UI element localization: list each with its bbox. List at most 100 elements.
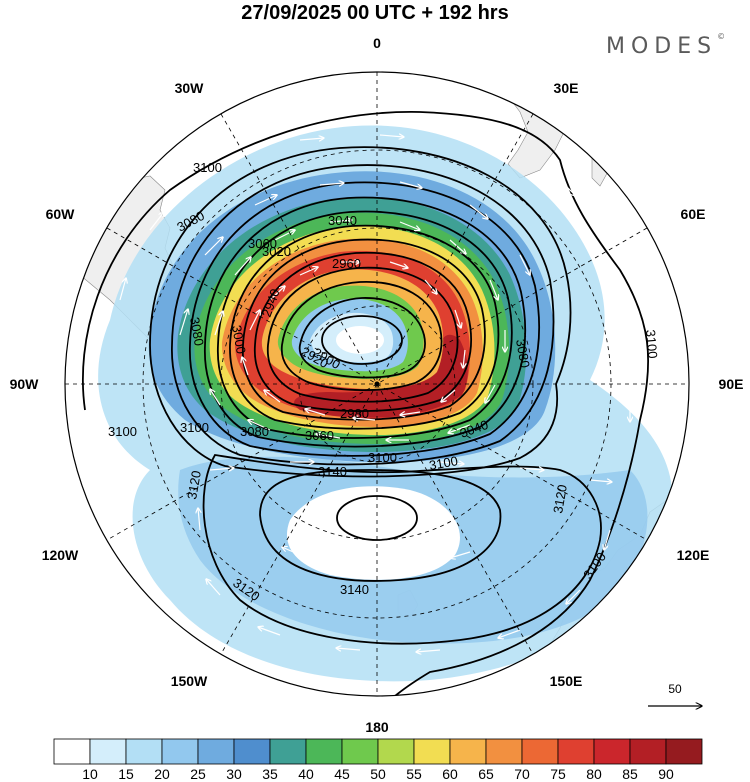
copyright-mark: ©: [717, 32, 726, 41]
wind-arrow: [249, 310, 260, 331]
contour-2900: [298, 297, 426, 379]
contour-label: 3120: [184, 469, 204, 500]
contour-3040: [204, 196, 527, 448]
wind-arrow: [209, 468, 234, 470]
wind-arrow: [519, 254, 530, 275]
colorbar-swatch: [449, 738, 487, 765]
height-contours: [82, 111, 650, 696]
colorbar-tick-label: 70: [514, 766, 530, 782]
map-title: 27/09/2025 00 UTC + 192 hrs: [241, 2, 509, 24]
colorbar-tick-label: 20: [154, 766, 170, 782]
shade-darkred-core: [294, 334, 468, 418]
contour-3080: [171, 164, 555, 466]
colorbar-tick-label: 90: [658, 766, 674, 782]
wind-arrow: [224, 152, 249, 161]
map-boundary: [64, 71, 690, 697]
lon-label-90e: 90E: [719, 376, 744, 392]
contour-label: 3140: [318, 464, 347, 479]
wind-arrow: [439, 462, 464, 464]
wind-arrow: [214, 311, 223, 336]
contour-2920: [280, 281, 443, 391]
contour-label: 3080: [513, 338, 533, 369]
vector-scale-value: 50: [668, 682, 682, 696]
colorbar-swatch: [413, 738, 451, 765]
wind-arrow: [204, 237, 223, 256]
contour-label: 3100: [428, 453, 459, 473]
map-disc: [65, 72, 689, 696]
lon-label-150w: 150W: [171, 673, 208, 689]
contour-3120: [202, 454, 602, 645]
wind-arrow: [424, 279, 437, 294]
contour-2980: [241, 238, 486, 421]
wind-arrow: [329, 220, 352, 222]
wind-arrow: [498, 629, 521, 638]
contour-label: 2960: [332, 256, 361, 271]
colorbar-swatch: [485, 738, 523, 765]
wind-arrow: [454, 309, 461, 328]
contour-label: 3080: [240, 424, 269, 439]
wind-arrow: [469, 204, 488, 219]
wind-arrow: [282, 547, 301, 556]
wind-arrow: [316, 434, 341, 439]
wind-arrow: [299, 138, 324, 140]
contour-2960: [253, 251, 472, 412]
wind-arrow: [489, 279, 498, 300]
lon-label-120e: 120E: [677, 547, 710, 563]
wind-arrow: [463, 349, 465, 368]
colorbar-tick-label: 45: [334, 766, 350, 782]
wind-arrow: [258, 627, 281, 636]
wind-arrow: [449, 239, 466, 254]
lon-label-30w: 30W: [175, 80, 205, 96]
colorbar-tick-label: 25: [190, 766, 206, 782]
colorbar-tick-label: 65: [478, 766, 494, 782]
wind-arrow: [519, 468, 544, 470]
colorbar-swatch: [305, 738, 343, 765]
wind-arrow: [353, 418, 376, 420]
wind-arrow: [274, 230, 295, 241]
wind-arrow: [399, 221, 420, 230]
wind-arrow: [149, 212, 164, 231]
colorbar-swatch: [593, 738, 631, 765]
colorbar-tick-label: 40: [298, 766, 314, 782]
contour-label: 2980: [340, 406, 369, 421]
lon-label-0: 0: [373, 35, 381, 51]
colorbar-swatch: [377, 738, 415, 765]
shade-vortex-center: [336, 326, 384, 354]
wind-arrow: [379, 135, 404, 137]
colorbar-swatch: [197, 738, 235, 765]
contour-label: 3040: [328, 213, 357, 228]
colorbar-tick-label: 55: [406, 766, 422, 782]
contour-3000: [229, 224, 500, 430]
colorbar-swatch: [233, 738, 271, 765]
wind-arrow: [179, 309, 188, 336]
longitude-labels: 0 30E 60E 90E 120E 150E 180 150W 120W 90…: [10, 35, 744, 735]
lon-label-60e: 60E: [681, 206, 706, 222]
contour-2880: [321, 315, 403, 365]
colorbar-swatch: [557, 738, 595, 765]
wind-arrow: [619, 299, 624, 322]
colorbar-tick-label: 85: [622, 766, 638, 782]
contour-3140: [259, 469, 502, 582]
lon-label-150e: 150E: [550, 673, 583, 689]
colorbar-swatch: [53, 738, 91, 765]
wind-arrow: [448, 424, 471, 433]
colorbar-tick-label: 60: [442, 766, 458, 782]
lon-label-90w: 90W: [10, 376, 40, 392]
colorbar-swatch: [269, 738, 307, 765]
colorbar-swatch: [125, 738, 163, 765]
wind-arrow: [269, 286, 285, 301]
contour-3060: [189, 181, 540, 457]
colorbar-tick-label: 15: [118, 766, 134, 782]
lon-label-30e: 30E: [554, 80, 579, 96]
lon-label-60w: 60W: [46, 206, 76, 222]
wind-arrow: [450, 551, 471, 558]
wind-arrow: [119, 278, 126, 301]
lon-label-120w: 120W: [42, 547, 79, 563]
wind-arrow: [206, 579, 221, 596]
contour-label: 3100: [108, 424, 137, 439]
contour-label: 3120: [550, 483, 570, 514]
wind-vectors: [119, 135, 630, 652]
wind-arrow: [198, 508, 200, 531]
contour-3100-inner: [149, 146, 572, 478]
contour-label: 3140: [340, 582, 369, 597]
